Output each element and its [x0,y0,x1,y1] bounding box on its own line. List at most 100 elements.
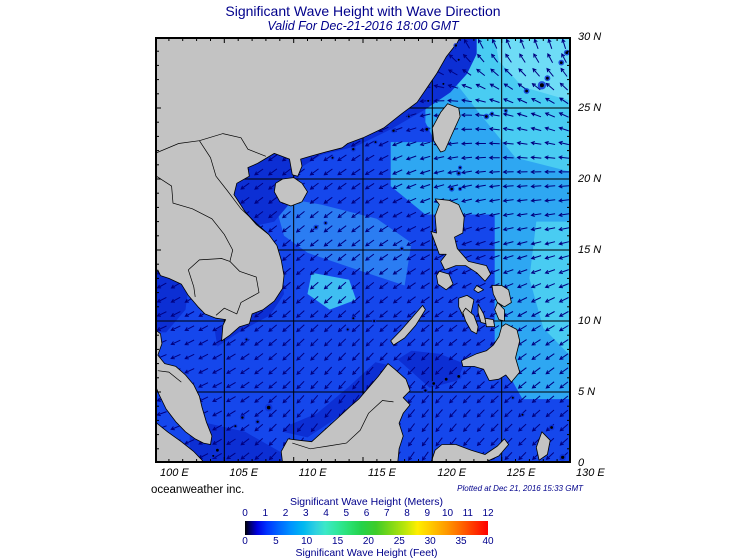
island-dot [454,44,458,47]
colorbar-label-feet: Significant Wave Height (Feet) [295,547,438,559]
land-sumatra [155,421,204,463]
border-china-vietnam [155,133,267,157]
y-tick-label: 15 N [578,244,602,256]
island-dot [266,405,271,410]
island-dot [424,389,427,392]
island-dot [565,51,569,54]
colorbar-tick-feet: 40 [482,536,494,547]
land-hainan [273,177,308,207]
y-tick-label: 25 N [578,102,602,114]
island-dot [521,413,524,416]
island-dot [427,99,430,102]
island-dot [331,156,334,159]
island-dot [425,127,429,131]
colorbar-tick-meters: 7 [384,508,390,519]
x-tick-label: 125 E [506,467,536,479]
island-dot [407,115,410,118]
colorbar-tick-feet: 35 [455,536,467,547]
land-palawan [390,304,426,346]
land-mindoro [436,270,454,291]
land-cebu [477,303,487,325]
island-dot [352,148,355,151]
sea-region-nw-borneo-dark [282,362,388,438]
credit-oceanweather: oceanweather inc. [151,484,245,496]
colorbar-tick-meters: 4 [323,508,329,519]
border-vietnam-laos [199,140,269,235]
colorbar-tick-meters: 9 [424,508,431,519]
wave-height-map [155,37,571,463]
colorbar-tick-meters: 8 [404,508,410,519]
island-dot [450,187,454,191]
x-tick-label: 100 E [160,467,189,479]
land-borneo [280,363,411,463]
colorbar-tick-feet: 5 [273,536,279,547]
island-dot [234,425,237,428]
island-dot [457,172,460,175]
island-dot [324,222,327,224]
island-dot [444,377,448,381]
x-tick-label: 120 E [437,467,467,479]
colorbar-tick-meters: 3 [303,508,309,519]
island-dot [539,83,544,88]
island-dot [373,320,376,322]
colorbar-tick-meters: 10 [441,508,454,519]
y-tick-label: 5 N [578,386,596,398]
island-dot [212,454,215,457]
island-dot [432,382,436,385]
land-leyte [494,302,505,322]
island-dot [459,187,462,190]
border-vietnam-cambodia [215,261,260,316]
colorbar-tick-feet: 0 [242,536,248,547]
island-dot [216,448,219,452]
island-dot [392,129,395,132]
island-dot [442,82,445,85]
land-mainland-asia [155,37,461,342]
island-dot [511,396,514,399]
island-dot [352,317,355,320]
border-malaysia-thailand [157,370,182,383]
sea-region-mid-scs-pale [307,272,357,310]
island-dot [346,328,349,331]
land-luzon [430,198,492,282]
y-tick-label: 0 [578,457,585,469]
land-samar [491,285,512,308]
colorbar-tick-feet: 20 [362,536,374,547]
land-masbate [473,285,485,294]
colorbar-tick-feet: 15 [332,536,344,547]
colorbar-tick-meters: 0 [242,508,248,519]
y-tick-label: 20 N [578,173,602,185]
colorbar-tick-feet: 30 [424,536,436,547]
island-dot [525,89,528,93]
land-negros [462,307,479,335]
colorbar-tick-meters: 2 [282,508,289,519]
colorbar-tick-meters: 12 [482,508,494,519]
border-malaysia-indonesia-borneo [292,400,394,450]
credit-plotted-at: Plotted at Dec 21, 2016 15:33 GMT [457,484,583,493]
island-dot [559,61,563,64]
island-dot [314,226,318,229]
sea-region-vietnam-coast-dark [214,227,284,347]
island-dot [504,109,507,112]
land-taiwan [431,103,461,153]
land-halmahera [535,431,551,461]
map-frame [155,37,571,463]
land-mindanao [461,323,521,383]
y-tick-label: 30 N [578,31,602,43]
border-thailand-laos [156,175,234,262]
sea-region-east-edge-cyan [529,221,571,357]
colorbar-ticks-meters: 0 1 2 3 4 5 6 7 8 9 10 11 12 [242,508,493,520]
colorbar-tick-meters: 1 [262,508,269,519]
colorbar-tick-meters: 5 [343,508,350,519]
colorbar-tick-feet: 10 [301,536,313,547]
island-dot [400,247,403,250]
colorbar-ticks-feet: 0 5 10 15 20 25 30 35 40 [242,536,493,548]
chart-title: Significant Wave Height with Wave Direct… [225,3,501,19]
island-dot [485,115,488,118]
colorbar-tick-meters: 11 [462,508,473,519]
island-dot [256,420,259,423]
border-laos-cambodia [188,258,231,271]
x-tick-label: 130 E [576,467,605,479]
chart-subtitle: Valid For Dec-21-2016 18:00 GMT [267,19,459,33]
island-dot [457,375,461,378]
